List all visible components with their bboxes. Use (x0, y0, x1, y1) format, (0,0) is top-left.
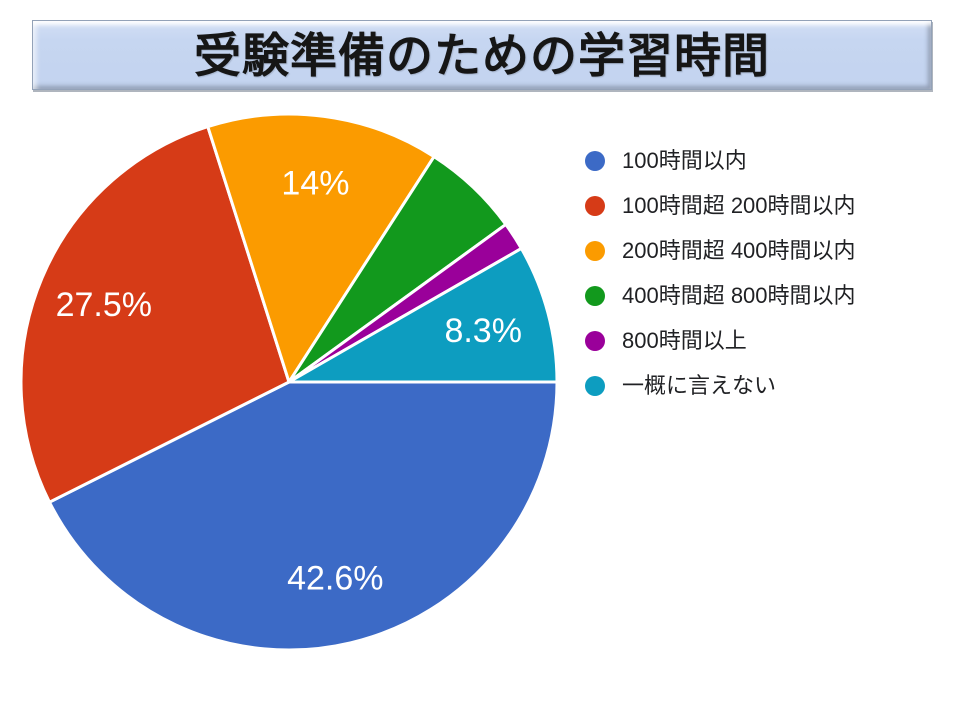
pie-slice-2 (206, 112, 436, 384)
pie-slice-percentage-label-5: 8.3% (444, 312, 522, 350)
legend-item-1: 100時間超 200時間以内 (585, 193, 856, 218)
legend-label: 200時間超 400時間以内 (622, 237, 856, 263)
legend-item-5: 一概に言えない (585, 373, 856, 398)
legend-item-4: 800時間以上 (585, 328, 856, 353)
pie-slice-0 (47, 380, 559, 652)
legend-label: 400時間超 800時間以内 (622, 282, 856, 308)
pie-slice-percentage-label-0: 42.6% (287, 559, 383, 597)
pie-slice-5 (287, 246, 559, 384)
legend-label: 一概に言えない (622, 372, 777, 398)
legend-item-2: 200時間超 400時間以内 (585, 238, 856, 263)
legend-color-dot (585, 195, 605, 216)
legend-label: 100時間超 200時間以内 (622, 192, 856, 218)
pie-slice-percentage-label-1: 27.5% (56, 286, 152, 324)
legend-item-3: 400時間超 800時間以内 (585, 283, 856, 308)
pie-slice-1 (19, 125, 291, 504)
page-title: 受験準備のための学習時間 (194, 28, 770, 82)
legend-color-dot (585, 375, 605, 396)
pie-slice-percentage-label-2: 14% (281, 165, 349, 203)
legend-color-dot (585, 240, 605, 261)
legend: 100時間以内 100時間超 200時間以内 200時間超 400時間以内 400時間… (585, 148, 856, 418)
title-banner: 受験準備のための学習時間 (32, 20, 932, 90)
legend-label: 100時間以内 (622, 147, 747, 173)
legend-color-dot (585, 150, 605, 171)
legend-label: 800時間以上 (622, 327, 747, 353)
legend-color-dot (585, 330, 605, 351)
legend-color-dot (585, 285, 605, 306)
legend-item-0: 100時間以内 (585, 148, 856, 173)
